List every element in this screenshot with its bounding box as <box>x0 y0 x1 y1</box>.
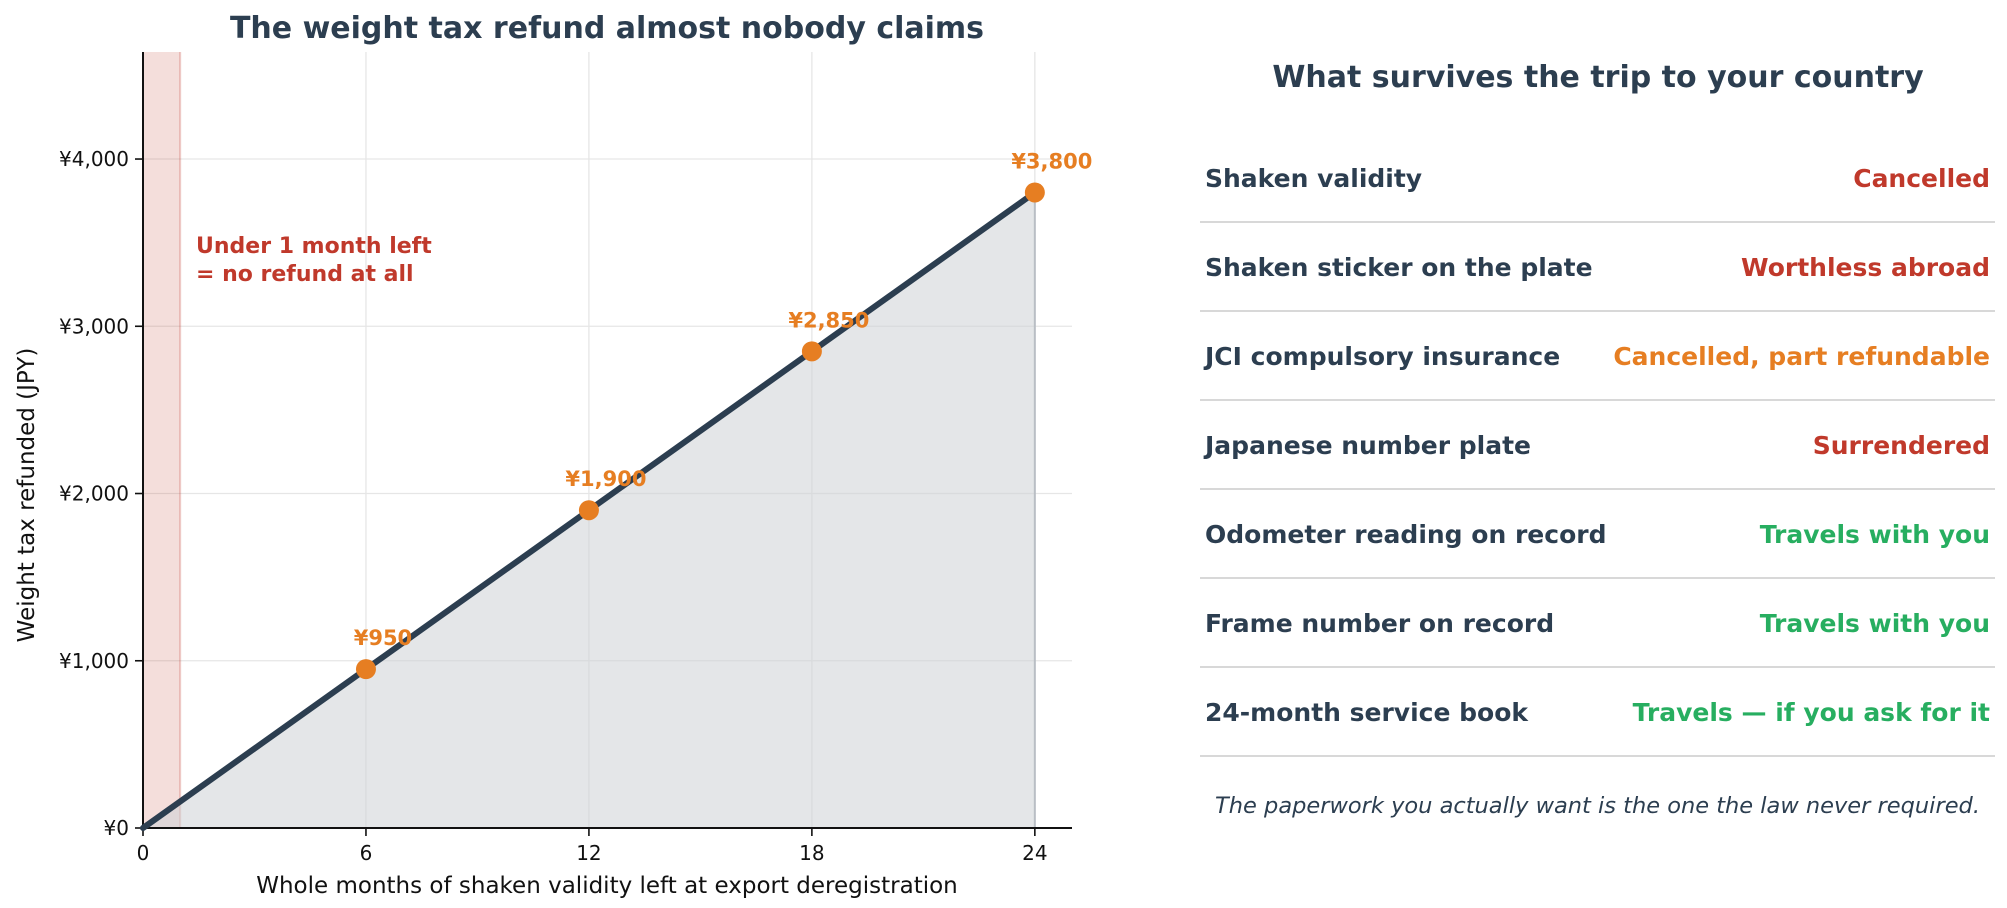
data-points <box>355 182 1045 680</box>
status-row: Frame number on record Travels with you <box>1200 580 1995 668</box>
tick-labels: 0 6 12 18 24 ¥0 ¥1,000 ¥2,000 ¥3,000 ¥4,000 <box>59 147 1048 865</box>
footnote: The paperwork you actually want is the o… <box>1215 793 1980 819</box>
x-tick-label: 0 <box>137 841 150 865</box>
no-refund-zone-band <box>143 52 181 828</box>
row-status: Worthless abroad <box>1741 252 1990 282</box>
no-refund-annotation-line-2: = no refund at all <box>196 262 414 287</box>
y-tick-label: ¥1,000 <box>59 649 129 673</box>
chart-title: The weight tax refund almost nobody clai… <box>230 11 984 46</box>
status-row: Odometer reading on record Travels with … <box>1200 491 1995 579</box>
row-label: 24-month service book <box>1205 697 1529 727</box>
no-refund-annotation: Under 1 month left = no refund at all <box>196 234 439 287</box>
data-point <box>578 500 599 521</box>
status-row: Japanese number plate Surrendered <box>1200 402 1995 490</box>
weight-tax-chart: The weight tax refund almost nobody clai… <box>14 11 1093 899</box>
data-point <box>1024 182 1045 203</box>
data-label: ¥3,800 <box>1011 149 1092 173</box>
y-axis-label: Weight tax refunded (JPY) <box>14 348 40 643</box>
data-label: ¥1,900 <box>565 467 646 491</box>
status-row: 24-month service book Travels — if you a… <box>1200 669 1995 757</box>
x-tick-label: 6 <box>360 841 373 865</box>
x-axis-label: Whole months of shaken validity left at … <box>256 873 958 899</box>
x-tick-label: 18 <box>799 841 824 865</box>
x-tick-label: 24 <box>1022 841 1047 865</box>
no-refund-zone <box>143 52 182 828</box>
no-refund-annotation-line-1: Under 1 month left <box>196 234 432 259</box>
row-label: JCI compulsory insurance <box>1205 341 1561 371</box>
y-tick-label: ¥0 <box>104 816 129 840</box>
y-tick-label: ¥2,000 <box>59 482 129 506</box>
row-status: Travels with you <box>1759 608 1990 638</box>
data-labels: ¥950 ¥1,900 ¥2,850 ¥3,800 <box>354 149 1093 650</box>
data-point <box>355 659 376 680</box>
row-label: Shaken sticker on the plate <box>1205 252 1593 282</box>
x-tick-label: 12 <box>576 841 601 865</box>
status-table: Shaken validity Cancelled Shaken sticker… <box>1200 135 1995 758</box>
y-tick-label: ¥3,000 <box>59 314 129 338</box>
data-label: ¥2,850 <box>788 308 869 332</box>
status-row: Shaken validity Cancelled <box>1200 135 1995 223</box>
row-status: Surrendered <box>1812 430 1990 460</box>
row-status: Cancelled, part refundable <box>1613 341 1990 371</box>
row-status: Cancelled <box>1853 163 1990 193</box>
data-point <box>801 341 822 362</box>
row-label: Frame number on record <box>1205 608 1555 638</box>
data-label: ¥950 <box>354 626 412 650</box>
axes <box>135 52 1072 836</box>
panel-title: What survives the trip to your country <box>1272 60 1924 95</box>
y-tick-label: ¥4,000 <box>59 147 129 171</box>
row-label: Japanese number plate <box>1205 430 1532 460</box>
row-status: Travels — if you ask for it <box>1632 697 1990 727</box>
row-label: Odometer reading on record <box>1205 519 1607 549</box>
status-row: Shaken sticker on the plate Worthless ab… <box>1200 224 1995 312</box>
row-status: Travels with you <box>1759 519 1990 549</box>
status-row: JCI compulsory insurance Cancelled, part… <box>1200 313 1995 401</box>
row-label: Shaken validity <box>1205 163 1423 193</box>
